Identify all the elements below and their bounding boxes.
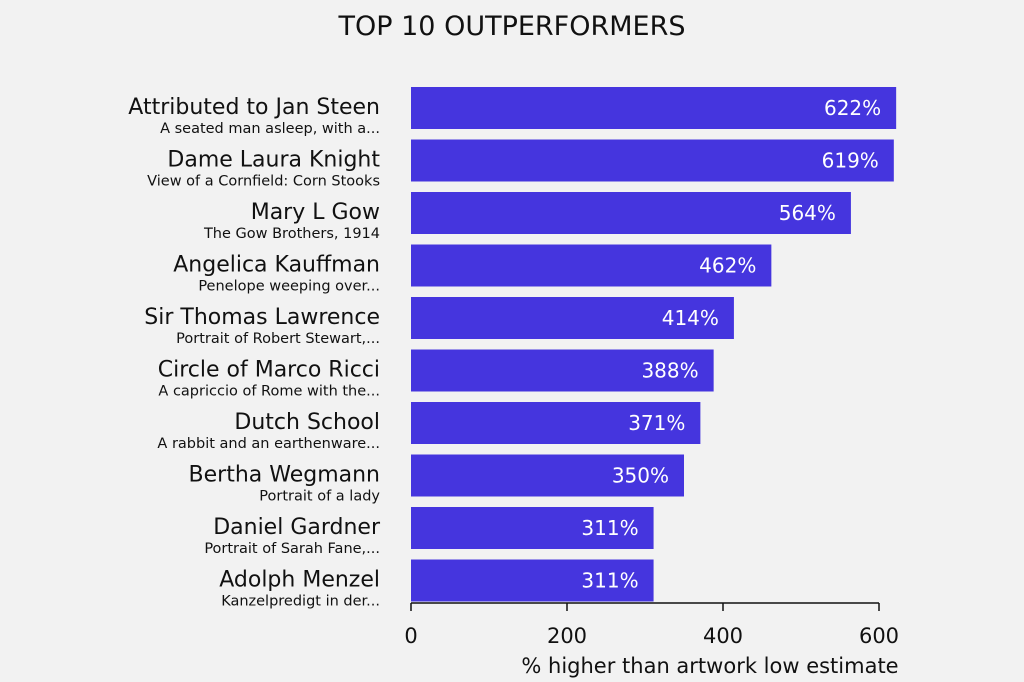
category-work-label: Portrait of Sarah Fane,... xyxy=(204,541,380,557)
bar-value-label: 564% xyxy=(779,201,836,225)
category-artist-label: Sir Thomas Lawrence xyxy=(144,305,380,330)
category-work-label: Portrait of Robert Stewart,... xyxy=(176,331,380,347)
bar-value-label: 388% xyxy=(641,359,698,383)
bar-value-label: 619% xyxy=(822,149,879,173)
bar-8 xyxy=(411,454,684,497)
chart-title: TOP 10 OUTPERFORMERS xyxy=(338,11,686,42)
bar-value-label: 622% xyxy=(824,96,881,120)
x-axis-title: % higher than artwork low estimate xyxy=(521,654,898,678)
category-artist-label: Attributed to Jan Steen xyxy=(128,95,380,120)
bar-7 xyxy=(411,402,701,444)
x-tick-label: 600 xyxy=(859,624,899,648)
category-work-label: A rabbit and an earthenware... xyxy=(157,436,380,452)
bars-group: 622% 619% 564% 462% 414% 388% 371% 350% 311% 311% xyxy=(411,87,897,602)
category-work-label: Portrait of a lady xyxy=(259,489,380,505)
bar-value-label: 311% xyxy=(581,516,638,540)
bar-value-label: 350% xyxy=(612,464,669,488)
category-artist-label: Bertha Wegmann xyxy=(189,463,380,488)
category-artist-label: Daniel Gardner xyxy=(213,515,381,540)
bar-2 xyxy=(411,139,894,182)
category-work-label: A capriccio of Rome with the... xyxy=(158,384,380,400)
x-tick-label: 0 xyxy=(404,624,417,648)
bar-3 xyxy=(411,192,851,234)
bar-1 xyxy=(411,87,897,129)
bar-9 xyxy=(411,507,654,549)
category-work-label: The Gow Brothers, 1914 xyxy=(203,226,380,242)
x-tick-label: 200 xyxy=(547,624,587,648)
bar-5 xyxy=(411,297,734,339)
x-axis: 0 200 400 600 xyxy=(404,602,899,648)
category-artist-label: Dutch School xyxy=(234,410,380,435)
category-work-label: Kanzelpredigt in der... xyxy=(221,594,380,610)
bar-value-label: 371% xyxy=(628,411,685,435)
bar-6 xyxy=(411,349,714,392)
bar-value-label: 462% xyxy=(699,254,756,278)
category-work-label: A seated man asleep, with a... xyxy=(160,121,380,137)
x-tick-label: 400 xyxy=(703,624,743,648)
bar-10 xyxy=(411,559,654,602)
bar-4 xyxy=(411,244,772,287)
category-artist-label: Circle of Marco Ricci xyxy=(158,358,380,383)
bar-value-label: 311% xyxy=(581,569,638,593)
category-artist-label: Angelica Kauffman xyxy=(173,253,380,278)
category-work-label: Penelope weeping over... xyxy=(198,279,380,295)
category-artist-label: Adolph Menzel xyxy=(219,568,380,593)
bar-value-label: 414% xyxy=(662,306,719,330)
category-artist-label: Dame Laura Knight xyxy=(167,148,380,173)
category-work-label: View of a Cornfield: Corn Stooks xyxy=(147,174,380,190)
category-artist-label: Mary L Gow xyxy=(251,200,380,225)
